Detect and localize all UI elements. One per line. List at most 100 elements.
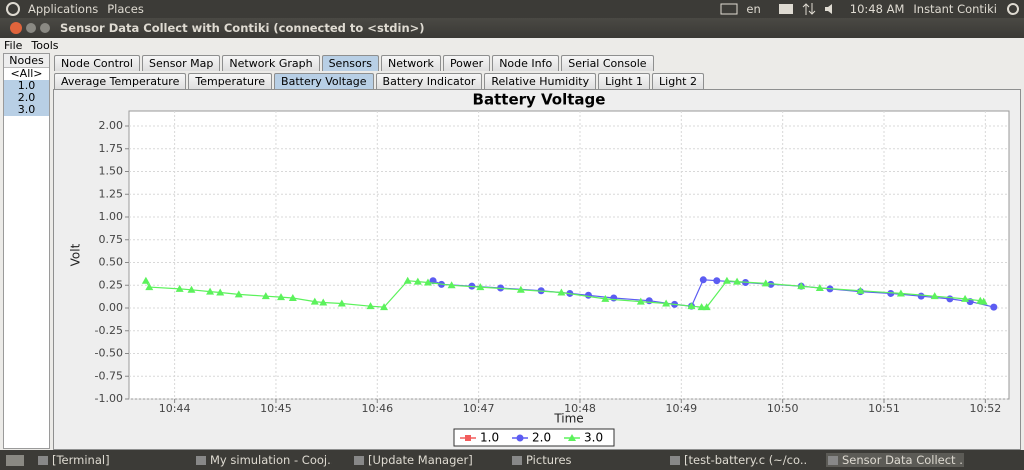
data-point [713, 277, 721, 285]
y-tick-label: 1.00 [99, 210, 124, 223]
y-tick-label: -0.50 [95, 347, 123, 360]
session-icon[interactable] [1006, 2, 1020, 16]
legend-label: 1.0 [480, 431, 499, 445]
data-point [584, 291, 592, 299]
data-point [990, 303, 998, 311]
y-tick-label: 0.75 [99, 233, 124, 246]
x-tick-label: 10:46 [361, 402, 393, 415]
tab[interactable]: Network Graph [222, 55, 320, 71]
ubuntu-logo[interactable] [4, 0, 22, 18]
menu-file[interactable]: File [4, 39, 23, 52]
data-point [636, 297, 645, 305]
y-tick-label: -1.00 [95, 392, 123, 405]
tab[interactable]: Node Info [492, 55, 560, 71]
data-point [557, 288, 566, 296]
volume-icon[interactable] [824, 2, 842, 16]
sub-tab[interactable]: Light 2 [652, 73, 704, 89]
menu-places[interactable]: Places [107, 2, 144, 16]
clock[interactable]: 10:48 AM [849, 2, 905, 16]
plot-area [128, 110, 1010, 400]
y-tick-label: 1.75 [99, 142, 124, 155]
taskbar-item[interactable]: Sensor Data Collect ... [826, 453, 964, 467]
data-point [261, 292, 270, 300]
data-point [662, 299, 671, 307]
data-point [761, 279, 770, 287]
node-item[interactable]: <All> [10, 67, 43, 80]
y-tick-label: 0.25 [99, 278, 124, 291]
data-point [699, 276, 707, 284]
sub-tab[interactable]: Battery Indicator [375, 73, 483, 89]
data-point [234, 290, 243, 298]
sub-tab[interactable]: Light 1 [598, 73, 651, 89]
data-point [145, 283, 154, 291]
user-menu[interactable]: Instant Contiki [913, 2, 997, 16]
data-point [366, 302, 375, 310]
data-point [319, 298, 328, 306]
y-tick-label: 0.50 [99, 256, 124, 269]
show-desktop[interactable] [4, 452, 28, 468]
tab[interactable]: Network [381, 55, 441, 71]
data-point [465, 435, 471, 441]
taskbar-item[interactable]: [test-battery.c (~/co... [668, 453, 806, 467]
tab[interactable]: Sensors [321, 55, 379, 71]
data-point [610, 294, 618, 302]
tab[interactable]: Serial Console [561, 55, 654, 71]
tab[interactable]: Power [442, 55, 491, 71]
x-axis-label: Time [553, 412, 583, 426]
legend-label: 2.0 [532, 431, 551, 445]
data-point [447, 281, 456, 289]
y-tick-label: 1.50 [99, 165, 124, 178]
taskbar-item[interactable]: [Terminal] [36, 453, 174, 467]
data-point [887, 289, 895, 297]
node-item[interactable]: 2.0 [4, 92, 49, 104]
data-point [961, 294, 970, 302]
node-item[interactable]: 3.0 [4, 104, 49, 116]
x-tick-label: 10:49 [665, 402, 697, 415]
taskbar-item[interactable]: [Update Manager] [352, 453, 490, 467]
data-point [946, 295, 954, 303]
keyboard-icon[interactable] [720, 3, 738, 15]
data-point [856, 286, 865, 294]
data-point [206, 287, 215, 295]
data-point [697, 303, 706, 311]
data-point [141, 276, 150, 284]
legend [453, 428, 615, 447]
menu-tools[interactable]: Tools [31, 39, 59, 52]
data-point [277, 293, 286, 301]
taskbar-item[interactable]: My simulation - Cooj... [194, 453, 332, 467]
keyboard-layout[interactable]: en [746, 2, 761, 16]
network-icon[interactable] [802, 2, 816, 16]
y-tick-label: 0.00 [99, 301, 124, 314]
menu-applications[interactable]: Applications [28, 2, 99, 16]
tab[interactable]: Sensor Map [141, 55, 221, 71]
x-tick-label: 10:50 [767, 402, 799, 415]
window-controls[interactable] [4, 19, 56, 37]
sub-tab[interactable]: Relative Humidity [484, 73, 597, 89]
mail-icon[interactable] [778, 3, 794, 15]
data-point [413, 277, 422, 285]
x-tick-label: 10:45 [260, 402, 292, 415]
data-point [917, 292, 925, 300]
sub-tab[interactable]: Temperature [188, 73, 273, 89]
y-tick-label: -0.25 [95, 324, 123, 337]
data-point [815, 283, 824, 291]
node-item[interactable]: 1.0 [4, 80, 49, 92]
data-point [702, 303, 711, 311]
sensor-tabs: Average Temperature Temperature Battery Vo… [54, 73, 706, 89]
data-point [797, 282, 806, 290]
x-tick-label: 10:47 [463, 402, 495, 415]
y-tick-label: -0.75 [95, 369, 123, 382]
top-panel: Applications Places en 10:48 AM Instant … [0, 0, 1024, 18]
data-point [187, 285, 196, 293]
data-point [476, 283, 485, 291]
x-tick-label: 10:44 [159, 402, 191, 415]
sub-tab[interactable]: Battery Voltage [274, 73, 374, 89]
data-point [930, 292, 939, 300]
x-tick-label: 10:52 [970, 402, 1002, 415]
data-point [645, 297, 653, 305]
data-point [979, 297, 988, 305]
sub-tab[interactable]: Average Temperature [54, 73, 187, 89]
x-tick-label: 10:48 [564, 402, 596, 415]
tab[interactable]: Node Control [54, 55, 140, 71]
taskbar-item[interactable]: Pictures [510, 453, 648, 467]
